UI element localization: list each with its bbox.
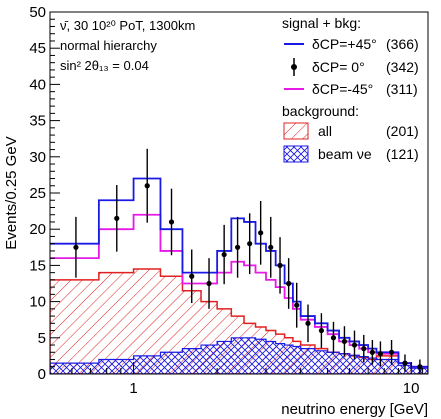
data-point xyxy=(417,359,423,374)
y-tick-label: 15 xyxy=(29,257,46,274)
y-tick-label: 40 xyxy=(29,76,46,93)
x-tick-label: 1 xyxy=(129,380,137,397)
data-point xyxy=(294,282,300,328)
annotation-hierarchy: normal hierarchy xyxy=(60,38,157,53)
annotation-theta: sin² 2θ₁₃ = 0.04 xyxy=(60,58,149,73)
legend: signal + bkg: δCP=+45° (366) δCP= 0° (34… xyxy=(282,15,419,163)
legend-label-plus45: δCP=+45° xyxy=(312,36,377,52)
y-tick-label: 35 xyxy=(29,113,46,130)
y-tick-label: 10 xyxy=(29,294,46,311)
y-tick-label: 25 xyxy=(29,185,46,202)
data-point xyxy=(221,224,227,285)
data-point xyxy=(388,339,395,365)
data-point xyxy=(247,213,253,275)
y-tick-label: 30 xyxy=(29,149,46,166)
data-point xyxy=(305,304,311,343)
data-point xyxy=(318,313,325,348)
legend-count-beam-nue: (121) xyxy=(386,146,419,162)
y-axis-label: Events/0.25 GeV xyxy=(3,136,20,249)
data-point xyxy=(189,249,195,304)
data-point xyxy=(286,258,292,309)
y-tick-label: 20 xyxy=(29,221,46,238)
data-point xyxy=(361,334,367,363)
data-point xyxy=(73,216,79,278)
plot-area: 0 5 10 15 20 25 30 35 40 45 50 1 10 xyxy=(29,4,429,397)
legend-count-plus45: (366) xyxy=(386,36,419,52)
x-tick-label: 10 xyxy=(403,380,420,397)
legend-header-background: background: xyxy=(282,103,359,119)
data-point xyxy=(114,185,120,252)
data-point xyxy=(144,148,150,223)
legend-count-minus45: (311) xyxy=(386,81,418,97)
data-point xyxy=(351,330,358,360)
legend-label-minus45: δCP=-45° xyxy=(312,81,373,97)
data-point xyxy=(369,339,375,365)
x-axis-label: neutrino energy [GeV] xyxy=(281,401,428,418)
legend-swatch-all xyxy=(283,122,309,140)
legend-label-all: all xyxy=(318,123,332,139)
legend-count-zero: (342) xyxy=(386,59,419,75)
legend-label-zero: δCP= 0° xyxy=(312,59,365,75)
data-point xyxy=(234,216,241,278)
data-point xyxy=(258,200,264,265)
legend-swatch-beam-nue xyxy=(283,145,309,163)
data-point xyxy=(330,321,337,354)
data-point xyxy=(268,216,274,278)
hist-background-beam-nue xyxy=(50,337,428,374)
data-point xyxy=(168,188,175,256)
legend-label-beam-nue: beam νe xyxy=(318,146,372,162)
y-tick-label: 45 xyxy=(29,40,46,57)
annotation-block: ν̄, 30 10²⁰ PoT, 1300km normal hierarchy… xyxy=(60,18,195,73)
data-point xyxy=(277,237,283,294)
annotation-beam: ν̄, 30 10²⁰ PoT, 1300km xyxy=(60,18,195,33)
data-point xyxy=(377,341,384,367)
legend-count-all: (201) xyxy=(386,123,419,139)
data-point xyxy=(206,258,212,309)
data-point xyxy=(402,354,408,372)
legend-swatch-zero xyxy=(291,58,297,76)
y-tick-label: 50 xyxy=(29,4,46,21)
legend-header-signal: signal + bkg: xyxy=(282,15,361,31)
y-tick-label: 5 xyxy=(38,330,46,347)
data-point xyxy=(341,326,348,357)
y-tick-label: 0 xyxy=(38,366,46,383)
